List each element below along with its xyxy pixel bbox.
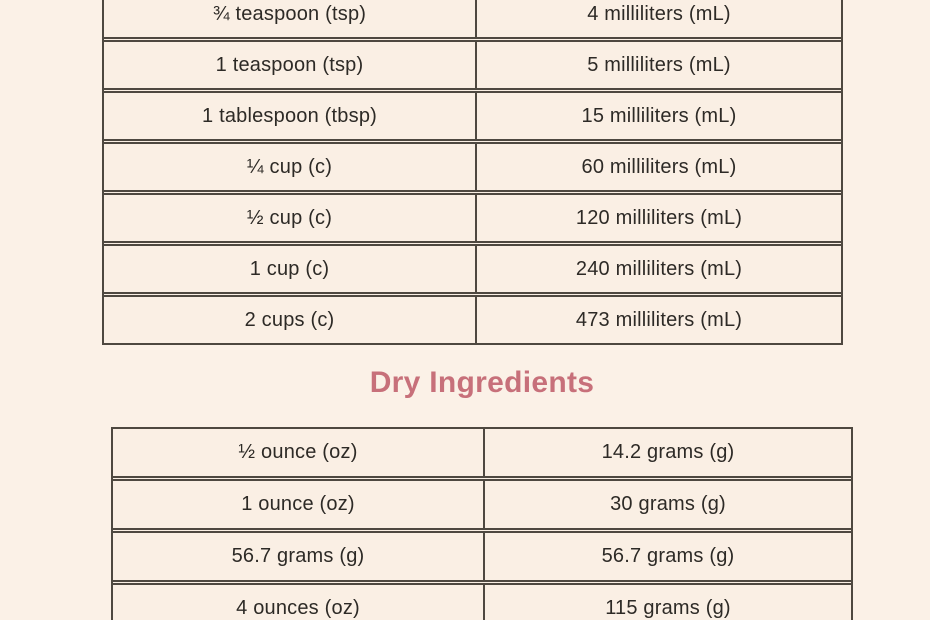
table-row: ½ ounce (oz) 14.2 grams (g) [113,429,851,476]
us-measure-cell: ½ cup (c) [104,195,477,241]
table-row: 1 cup (c) 240 milliliters (mL) [104,241,841,292]
table-row: 2 cups (c) 473 milliliters (mL) [104,292,841,343]
metric-measure-cell: 120 milliliters (mL) [575,206,743,229]
table-row: ½ cup (c) 120 milliliters (mL) [104,190,841,241]
table-row: ¾ teaspoon (tsp) 4 milliliters (mL) [104,0,841,37]
metric-measure-cell: 4 milliliters (mL) [587,2,731,25]
table-row: 4 ounces (oz) 115 grams (g) [113,580,851,620]
metric-measure-cell: 15 milliliters (mL) [581,104,737,127]
table-row: 1 teaspoon (tsp) 5 milliliters (mL) [104,37,841,88]
liquid-conversion-table: ¾ teaspoon (tsp) 4 milliliters (mL) 1 te… [102,0,843,345]
us-measure-cell: ¾ teaspoon (tsp) [104,0,477,37]
us-measure-cell: 1 tablespoon (tbsp) [104,93,477,139]
metric-measure-cell: 56.7 grams (g) [601,545,735,567]
dry-ingredients-heading: Dry Ingredients [369,366,595,399]
metric-measure-cell: 60 milliliters (mL) [581,155,737,178]
us-measure-cell: 1 ounce (oz) [113,481,485,528]
table-row: 1 ounce (oz) 30 grams (g) [113,476,851,528]
us-measure-cell: 2 cups (c) [104,297,477,343]
us-measure-cell: ¼ cup (c) [104,144,477,190]
table-row: 1 tablespoon (tbsp) 15 milliliters (mL) [104,88,841,139]
dry-conversion-table: ½ ounce (oz) 14.2 grams (g) 1 ounce (oz)… [111,427,853,620]
metric-measure-cell: 115 grams (g) [605,597,731,619]
us-measure-cell: ½ ounce (oz) [113,429,485,476]
metric-measure-cell: 14.2 grams (g) [601,441,735,463]
table-row: 56.7 grams (g) 56.7 grams (g) [113,528,851,580]
us-measure-cell: 4 ounces (oz) [113,585,485,620]
table-row: ¼ cup (c) 60 milliliters (mL) [104,139,841,190]
us-measure-cell: 1 cup (c) [104,246,477,292]
metric-measure-cell: 5 milliliters (mL) [587,53,731,76]
us-measure-cell: 56.7 grams (g) [113,533,485,580]
us-measure-cell: 1 teaspoon (tsp) [104,42,477,88]
metric-measure-cell: 240 milliliters (mL) [575,257,743,280]
metric-measure-cell: 30 grams (g) [610,493,726,515]
metric-measure-cell: 473 milliliters (mL) [575,308,743,331]
